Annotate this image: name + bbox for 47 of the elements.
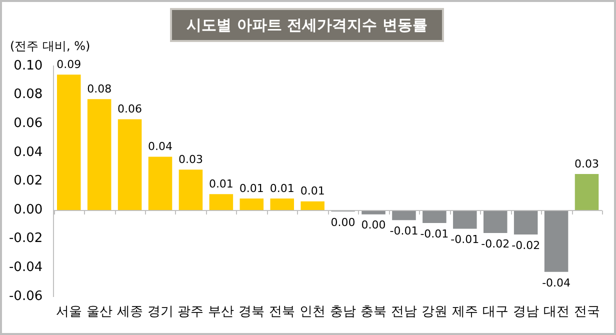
x-tick-label: 전남 xyxy=(390,304,417,320)
x-tick-label: 대전 xyxy=(543,304,570,320)
data-label: 0.01 xyxy=(270,182,294,195)
x-tick-label: 충북 xyxy=(360,304,387,320)
data-label: 0.03 xyxy=(574,157,600,170)
y-tick-label: 0.02 xyxy=(14,174,43,189)
x-tick-label: 전북 xyxy=(269,304,296,320)
y-tick-label: 0.08 xyxy=(14,87,43,102)
x-tick-label: 제주 xyxy=(452,304,478,320)
x-tick-label: 충남 xyxy=(330,304,356,320)
data-label: 0.00 xyxy=(361,218,386,232)
data-label: -0.02 xyxy=(512,238,540,252)
y-tick-label: 0.10 xyxy=(14,58,43,74)
data-label: 0.01 xyxy=(208,178,234,191)
y-tick-label: 0.04 xyxy=(14,144,43,160)
x-tick-label: 경북 xyxy=(238,304,265,320)
data-label: 0.01 xyxy=(300,184,325,198)
x-tick-label: 인천 xyxy=(300,304,326,320)
data-label: -0.04 xyxy=(542,276,571,290)
x-tick-label: 경남 xyxy=(512,304,539,320)
y-tick-label: -0.06 xyxy=(8,288,43,304)
data-label: 0.04 xyxy=(148,140,173,154)
x-tick-label: 서울 xyxy=(56,304,82,320)
x-tick-label: 광주 xyxy=(178,304,204,320)
data-label: 0.08 xyxy=(87,82,112,96)
y-tick-label: 0.06 xyxy=(14,116,43,131)
data-label: 0.03 xyxy=(178,153,203,166)
x-tick-label: 울산 xyxy=(86,304,112,320)
x-tick-label: 경기 xyxy=(147,304,174,320)
x-tick-label: 세종 xyxy=(116,304,143,320)
x-tick-label: 전국 xyxy=(574,304,600,320)
data-label: -0.01 xyxy=(390,224,418,238)
chart-title: 시도별 아파트 전세가격지수 변동률 xyxy=(170,8,444,42)
data-label: -0.02 xyxy=(481,237,510,250)
y-tick-label: 0.00 xyxy=(14,202,43,218)
x-tick-label: 대구 xyxy=(482,304,508,320)
data-label: 0.00 xyxy=(330,216,356,229)
data-label: -0.01 xyxy=(420,227,449,240)
x-tick-label: 강원 xyxy=(421,304,448,320)
y-tick-label: -0.02 xyxy=(8,231,43,246)
x-tick-label: 부산 xyxy=(208,304,234,320)
data-label: -0.01 xyxy=(450,233,480,246)
y-axis-title: (전주 대비, %) xyxy=(10,38,90,55)
data-label: 0.09 xyxy=(56,58,82,71)
data-label: 0.01 xyxy=(239,182,264,195)
y-tick-label: -0.04 xyxy=(8,260,43,275)
data-label: 0.06 xyxy=(118,102,142,116)
